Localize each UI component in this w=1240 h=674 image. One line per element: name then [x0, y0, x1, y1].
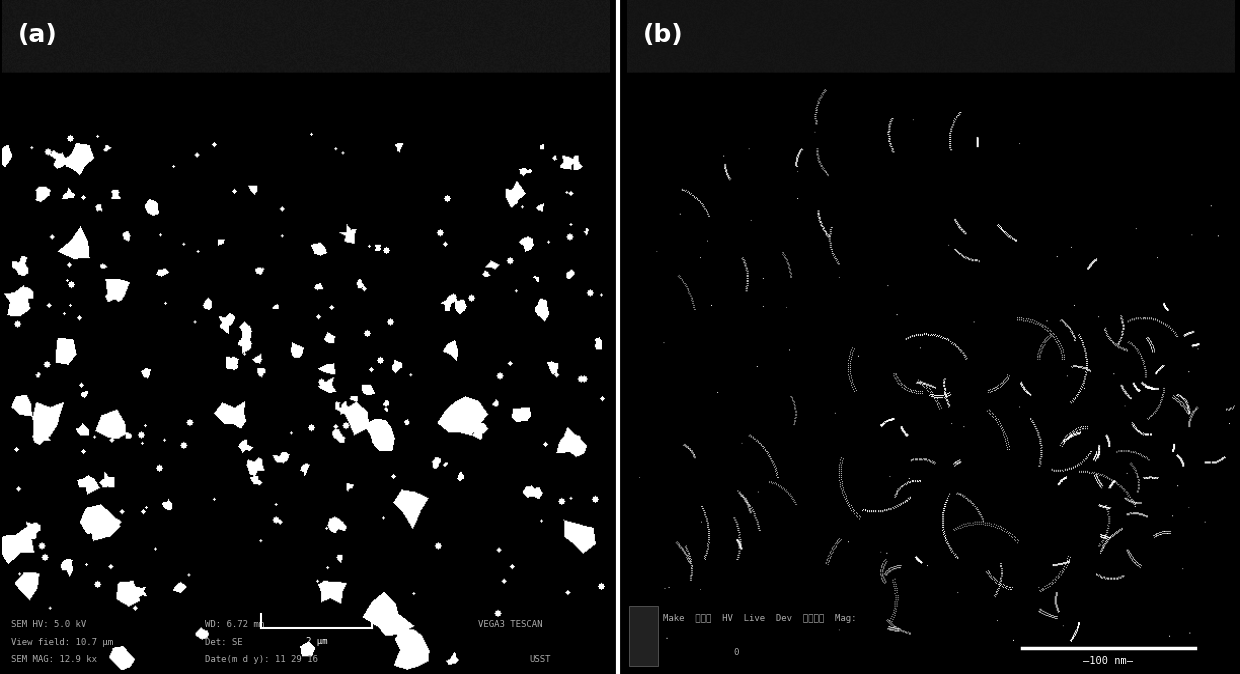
Text: 0: 0 [734, 648, 739, 657]
Text: (a): (a) [17, 23, 57, 47]
Text: Make  设备名  HV  Live  Dev  相机长度  Mag:: Make 设备名 HV Live Dev 相机长度 Mag: [663, 614, 857, 623]
Text: SEM HV: 5.0 kV: SEM HV: 5.0 kV [11, 620, 86, 629]
Text: (b): (b) [642, 23, 683, 47]
Text: SEM MAG: 12.9 kx: SEM MAG: 12.9 kx [11, 655, 97, 665]
Bar [630, 605, 658, 666]
Text: View field: 10.7 μm: View field: 10.7 μm [11, 638, 113, 647]
Text: WD: 6.72 mm: WD: 6.72 mm [205, 620, 264, 629]
Text: USST: USST [529, 655, 551, 665]
Text: 2 μm: 2 μm [305, 637, 327, 646]
Text: Det: SE: Det: SE [205, 638, 243, 647]
Text: VEGA3 TESCAN: VEGA3 TESCAN [479, 620, 543, 629]
Text: Date(m d y): 11 29 16: Date(m d y): 11 29 16 [205, 655, 317, 665]
Text: —100 nm—: —100 nm— [1084, 656, 1133, 667]
